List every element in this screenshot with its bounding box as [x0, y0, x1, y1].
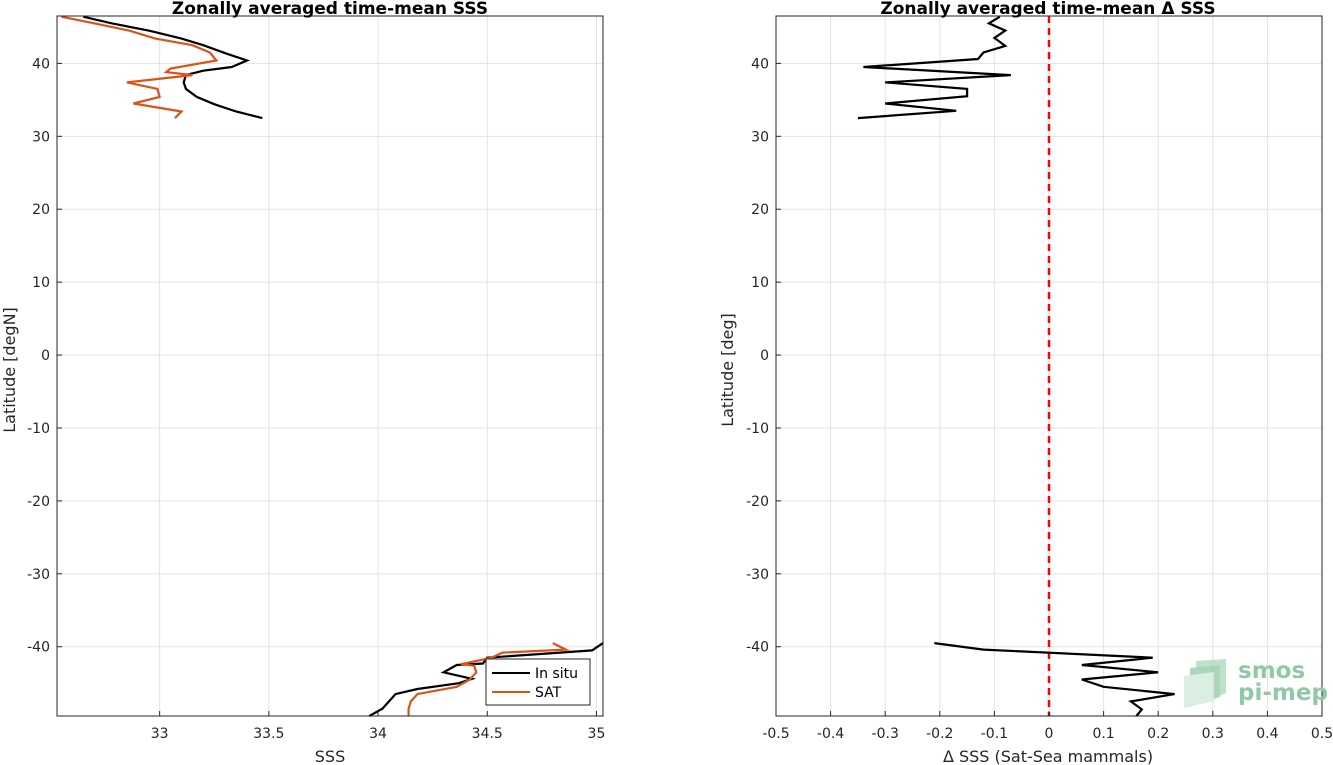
delta-sss-x-axis-label: Δ SSS (Sat-Sea mammals): [943, 747, 1153, 765]
x-tick-label: 35: [588, 726, 606, 742]
sss-plot-area: [57, 16, 603, 716]
y-tick-label: -20: [27, 494, 50, 510]
series-line-delta-1: [934, 642, 1175, 717]
series-line-delta-0: [857, 15, 1011, 120]
y-tick-label: -20: [746, 494, 769, 510]
y-tick-label: -30: [746, 567, 769, 583]
y-tick-label: -40: [27, 640, 50, 656]
sss-x-axis-label: SSS: [315, 747, 345, 765]
y-tick-label: 20: [32, 202, 50, 218]
legend-box: [485, 658, 591, 706]
series-line-sat-0: [61, 15, 219, 119]
smos-pi-mep-logo: smos pi-mep: [1184, 658, 1328, 708]
x-tick-label: -0.4: [817, 726, 844, 742]
y-tick-label: 0: [41, 348, 50, 364]
sss-title: Zonally averaged time-mean SSS: [172, 0, 488, 19]
legend-label-sat: SAT: [535, 685, 562, 701]
sss-grid: [57, 16, 603, 716]
x-tick-label: -0.1: [981, 726, 1008, 742]
sss-legend: In situ SAT: [485, 658, 591, 706]
x-tick-label: 34.5: [472, 726, 503, 742]
delta-sss-panel: -0.5 -0.4 -0.3 -0.2 -0.1 0 0.1 0.2 0.3 0.4 0.5 40 30…: [718, 0, 1333, 765]
delta-sss-title: Zonally averaged time-mean Δ SSS: [880, 0, 1215, 19]
delta-sss-ticks: -0.5 -0.4 -0.3 -0.2 -0.1 0 0.1 0.2 0.3 0.4 0.5 40 30…: [746, 56, 1333, 742]
x-tick-label: 34: [369, 726, 387, 742]
sss-ticks: 33 33.5 34 34.5 35 40 30 20 10 0 -10 -20 -30 -40: [27, 56, 605, 742]
x-tick-label: 0.3: [1202, 726, 1224, 742]
sss-axes-box: [56, 15, 604, 717]
y-tick-label: 40: [32, 56, 50, 72]
x-tick-label: 33: [151, 726, 169, 742]
sss-panel: 33 33.5 34 34.5 35 40 30 20 10 0 -10 -20 -30 -40 Zona…: [0, 0, 605, 765]
x-tick-label: -0.3: [872, 726, 899, 742]
y-tick-label: 40: [751, 56, 769, 72]
series-line-in-situ-0: [82, 15, 263, 120]
sss-series: [61, 15, 604, 717]
x-tick-label: 0.4: [1256, 726, 1278, 742]
logo-text-smos: smos: [1238, 658, 1305, 684]
x-tick-label: 0.2: [1147, 726, 1169, 742]
sss-y-axis-label: Latitude [degN]: [0, 307, 19, 433]
x-tick-label: 0.5: [1311, 726, 1333, 742]
logo-text-pi-mep: pi-mep: [1238, 680, 1328, 706]
series-line-sat-1: [407, 642, 571, 716]
x-tick-label: 0.1: [1092, 726, 1114, 742]
x-tick-label: -0.5: [762, 726, 789, 742]
y-tick-label: -10: [746, 421, 769, 437]
legend-label-in-situ: In situ: [535, 666, 578, 682]
y-tick-label: 10: [751, 275, 769, 291]
delta-sss-series: [857, 15, 1175, 717]
y-tick-label: 20: [751, 202, 769, 218]
logo-wave-icon: [1184, 659, 1226, 708]
y-tick-label: -40: [746, 640, 769, 656]
x-tick-label: -0.2: [926, 726, 953, 742]
y-tick-label: 30: [751, 129, 769, 145]
y-tick-label: 0: [760, 348, 769, 364]
x-tick-label: 0: [1045, 726, 1054, 742]
y-tick-label: -10: [27, 421, 50, 437]
y-tick-label: 10: [32, 275, 50, 291]
y-tick-label: 30: [32, 129, 50, 145]
y-tick-label: -30: [27, 567, 50, 583]
delta-sss-y-axis-label: Latitude [deg]: [718, 313, 737, 427]
x-tick-label: 33.5: [253, 726, 284, 742]
